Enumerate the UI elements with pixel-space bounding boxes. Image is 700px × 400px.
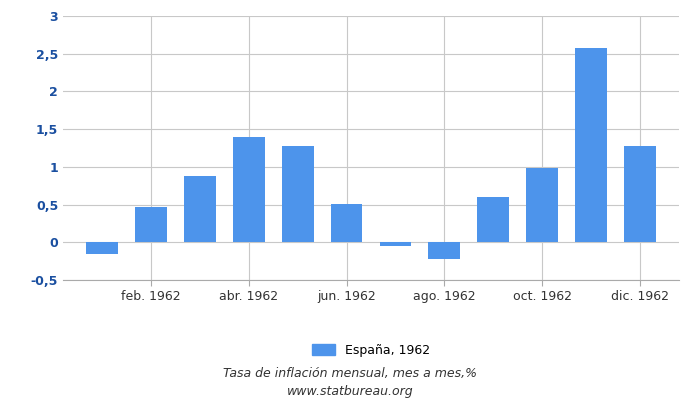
Bar (330, 204, 363, 242)
Bar (477, 197, 509, 242)
Bar (282, 146, 314, 242)
Bar (575, 48, 607, 242)
Legend: España, 1962: España, 1962 (307, 339, 435, 362)
Text: Tasa de inflación mensual, mes a mes,%: Tasa de inflación mensual, mes a mes,% (223, 368, 477, 380)
Bar (428, 242, 460, 259)
Bar (233, 137, 265, 242)
Bar (135, 207, 167, 242)
Text: www.statbureau.org: www.statbureau.org (287, 385, 413, 398)
Bar (624, 146, 656, 242)
Bar (184, 176, 216, 242)
Bar (86, 242, 118, 254)
Bar (526, 168, 558, 242)
Bar (379, 242, 412, 246)
